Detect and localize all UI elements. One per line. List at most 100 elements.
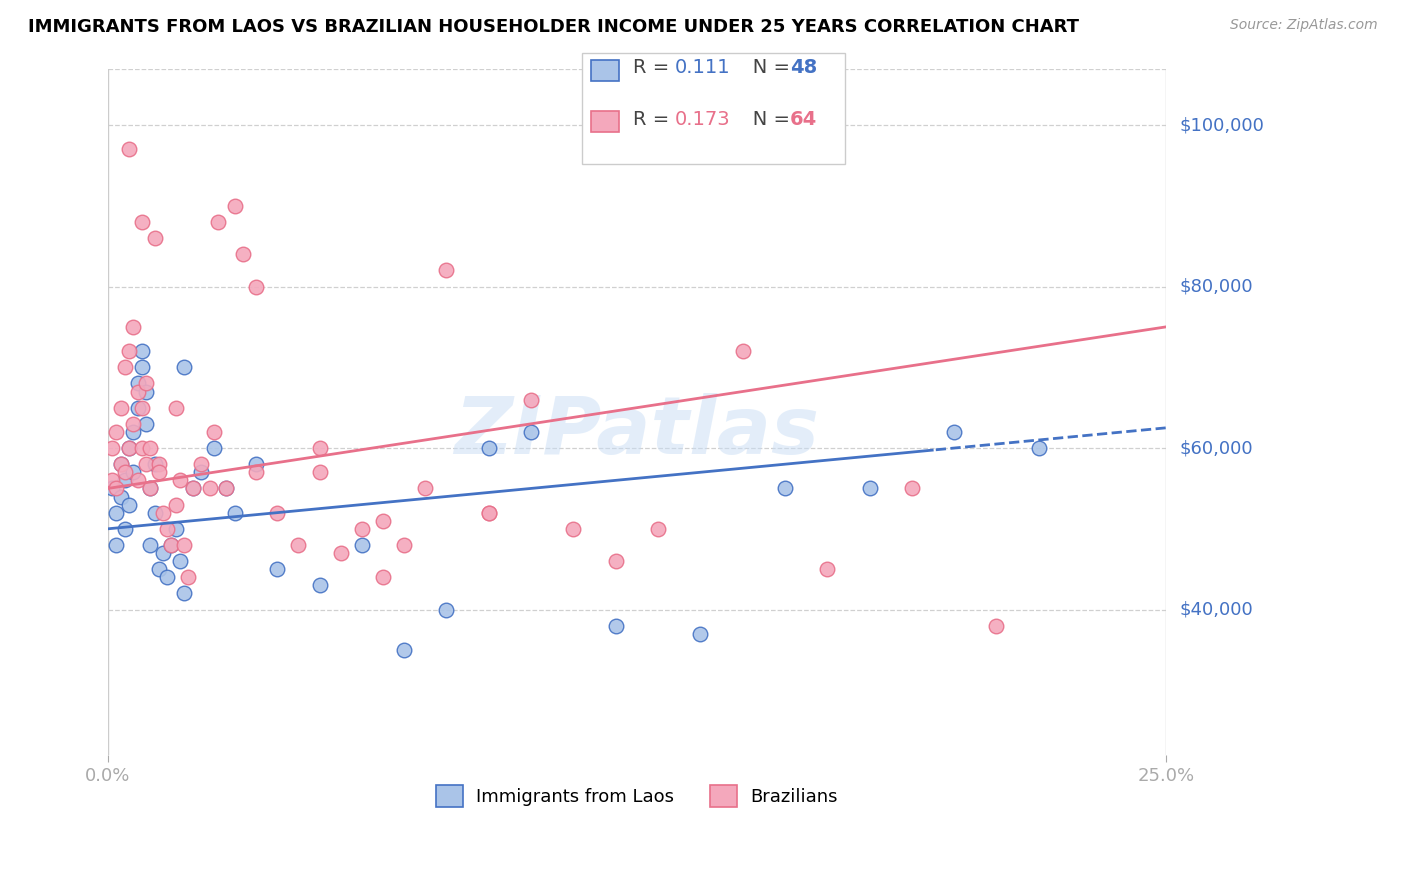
Point (143, 457, 166, 471)
Text: IMMIGRANTS FROM LAOS VS BRAZILIAN HOUSEHOLDER INCOME UNDER 25 YEARS CORRELATION : IMMIGRANTS FROM LAOS VS BRAZILIAN HOUSEH… (28, 18, 1080, 36)
Point (118, 441, 141, 455)
Point (118, 344, 141, 359)
Point (165, 522, 187, 536)
Point (1028, 441, 1050, 455)
Point (118, 498, 141, 512)
Point (143, 506, 166, 520)
Point (139, 482, 162, 496)
Text: $100,000: $100,000 (1180, 116, 1264, 134)
Point (101, 441, 124, 455)
Text: R =: R = (633, 110, 675, 128)
Text: 0.173: 0.173 (675, 110, 731, 128)
Point (858, 482, 880, 496)
Point (478, 506, 501, 520)
Point (392, 643, 415, 657)
Point (202, 441, 225, 455)
Point (943, 425, 966, 439)
Point (215, 482, 238, 496)
Point (173, 538, 195, 552)
Point (436, 602, 458, 616)
Point (148, 562, 170, 576)
Point (647, 522, 669, 536)
Point (815, 562, 838, 576)
Point (131, 441, 153, 455)
Point (245, 279, 267, 293)
Point (169, 554, 191, 568)
Point (232, 247, 254, 261)
Point (392, 538, 415, 552)
Point (135, 376, 157, 391)
Point (118, 142, 141, 156)
Point (118, 441, 141, 455)
Point (245, 457, 267, 471)
Point (139, 538, 162, 552)
Point (135, 457, 157, 471)
Point (101, 474, 124, 488)
Point (215, 482, 238, 496)
Point (156, 570, 179, 584)
Text: ZIPatlas: ZIPatlas (454, 393, 820, 471)
Point (114, 474, 136, 488)
Point (135, 384, 157, 399)
Point (198, 482, 221, 496)
Legend: Immigrants from Laos, Brazilians: Immigrants from Laos, Brazilians (429, 778, 845, 814)
Point (520, 425, 543, 439)
Point (114, 465, 136, 479)
Point (731, 344, 754, 359)
Point (986, 618, 1008, 632)
Point (122, 417, 145, 431)
Point (156, 522, 179, 536)
Point (131, 401, 153, 415)
Point (605, 554, 627, 568)
Point (350, 538, 373, 552)
Point (308, 465, 330, 479)
Point (266, 562, 288, 576)
Point (165, 498, 187, 512)
Text: 48: 48 (790, 58, 817, 77)
Point (110, 401, 132, 415)
Point (190, 457, 212, 471)
Point (139, 482, 162, 496)
Point (139, 441, 162, 455)
Text: Source: ZipAtlas.com: Source: ZipAtlas.com (1230, 18, 1378, 32)
Point (177, 570, 200, 584)
Point (224, 506, 246, 520)
Point (287, 538, 309, 552)
Point (127, 384, 149, 399)
Point (114, 360, 136, 375)
Point (207, 215, 229, 229)
Point (478, 441, 501, 455)
Text: R =: R = (633, 58, 675, 77)
Point (101, 482, 124, 496)
Point (901, 482, 924, 496)
Point (173, 586, 195, 600)
Point (478, 506, 501, 520)
Point (190, 465, 212, 479)
Point (689, 627, 711, 641)
Point (202, 425, 225, 439)
Point (605, 618, 627, 632)
Point (131, 360, 153, 375)
Point (110, 457, 132, 471)
Point (131, 344, 153, 359)
Point (266, 506, 288, 520)
Point (160, 538, 183, 552)
Text: 0.111: 0.111 (675, 58, 731, 77)
Point (110, 490, 132, 504)
Point (413, 482, 436, 496)
Point (127, 376, 149, 391)
Point (105, 482, 128, 496)
Point (436, 263, 458, 277)
Point (308, 578, 330, 592)
Point (224, 199, 246, 213)
Point (110, 457, 132, 471)
Point (122, 320, 145, 334)
Point (562, 522, 585, 536)
Point (181, 482, 204, 496)
Point (127, 401, 149, 415)
Point (148, 457, 170, 471)
Point (152, 506, 174, 520)
Point (371, 570, 394, 584)
Text: $60,000: $60,000 (1180, 439, 1253, 457)
Text: 64: 64 (790, 110, 817, 128)
